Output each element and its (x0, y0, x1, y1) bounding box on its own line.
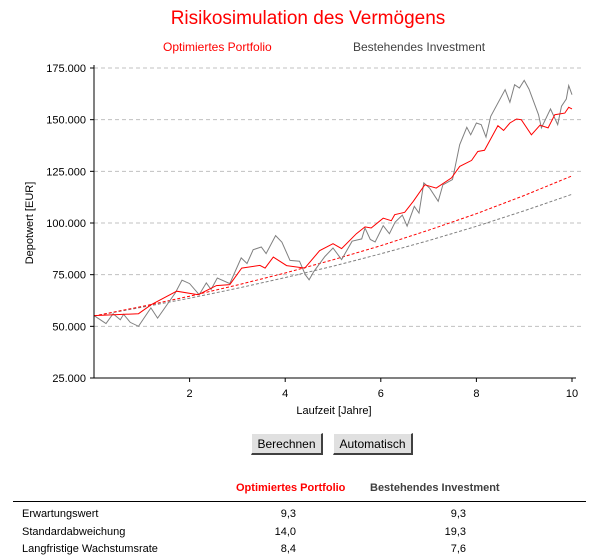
x-tick-label: 2 (187, 388, 193, 400)
series-line (93, 79, 573, 327)
value-existing: 19,3 (444, 526, 466, 538)
calculate-button[interactable]: Berechnen (251, 433, 323, 455)
value-existing: 9,3 (450, 508, 466, 520)
x-tick-label: 6 (378, 388, 384, 400)
x-tick-label: 10 (566, 388, 578, 400)
y-axis-label: Depotwert [EUR] (24, 182, 36, 265)
y-tick-label: 100.000 (46, 218, 86, 230)
value-optimized: 14,0 (274, 526, 296, 538)
row-label: Standardabweichung (22, 526, 126, 538)
y-tick-label: 50.000 (52, 321, 86, 333)
value-existing: 7,6 (450, 543, 466, 555)
y-tick-label: 150.000 (46, 115, 86, 127)
row-label: Langfristige Wachstumsrate (22, 543, 158, 555)
row-label: Erwartungswert (22, 508, 99, 520)
table-divider (13, 501, 586, 502)
y-tick-label: 125.000 (46, 166, 86, 178)
series-line (93, 175, 573, 317)
chart: 25.000 50.000 75.000 100.000 125.000 150.000 1… (24, 63, 584, 417)
series-line (93, 106, 573, 317)
legend-optimized: Optimiertes Portfolio (163, 40, 272, 54)
series-line (93, 193, 573, 317)
x-axis-label: Laufzeit [Jahre] (296, 405, 371, 417)
y-tick-label: 175.000 (46, 63, 86, 75)
x-tick-label: 4 (282, 388, 288, 400)
value-optimized: 8,4 (280, 543, 296, 555)
table-header-existing: Bestehendes Investment (370, 482, 500, 494)
automatic-button[interactable]: Automatisch (333, 433, 413, 455)
chart-title: Risikosimulation des Vermögens (170, 8, 446, 29)
value-optimized: 9,3 (280, 508, 296, 520)
y-tick-label: 25.000 (52, 373, 86, 385)
table-header-optimized: Optimiertes Portfolio (236, 482, 346, 494)
legend-existing: Bestehendes Investment (353, 40, 486, 54)
y-tick-label: 75.000 (52, 270, 86, 282)
x-tick-label: 8 (473, 388, 479, 400)
